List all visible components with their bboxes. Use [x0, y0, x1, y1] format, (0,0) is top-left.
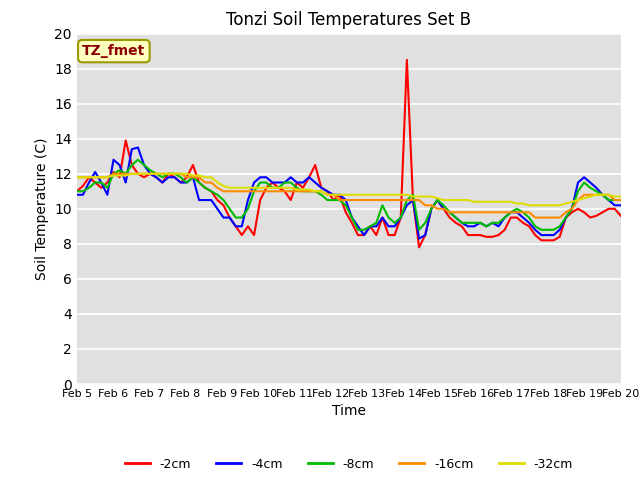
Legend: -2cm, -4cm, -8cm, -16cm, -32cm: -2cm, -4cm, -8cm, -16cm, -32cm: [120, 453, 578, 476]
X-axis label: Time: Time: [332, 405, 366, 419]
Y-axis label: Soil Temperature (C): Soil Temperature (C): [35, 138, 49, 280]
Title: Tonzi Soil Temperatures Set B: Tonzi Soil Temperatures Set B: [227, 11, 471, 29]
Text: TZ_fmet: TZ_fmet: [82, 44, 145, 58]
